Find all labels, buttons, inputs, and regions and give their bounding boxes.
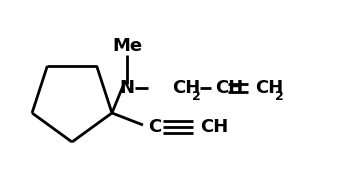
Text: CH: CH [215, 79, 243, 97]
Text: CH: CH [200, 118, 228, 136]
Text: Me: Me [112, 37, 142, 55]
Text: N: N [120, 79, 135, 97]
Text: 2: 2 [192, 89, 201, 103]
Text: C: C [148, 118, 161, 136]
Text: CH: CH [255, 79, 283, 97]
Text: 2: 2 [275, 89, 284, 103]
Text: CH: CH [172, 79, 200, 97]
